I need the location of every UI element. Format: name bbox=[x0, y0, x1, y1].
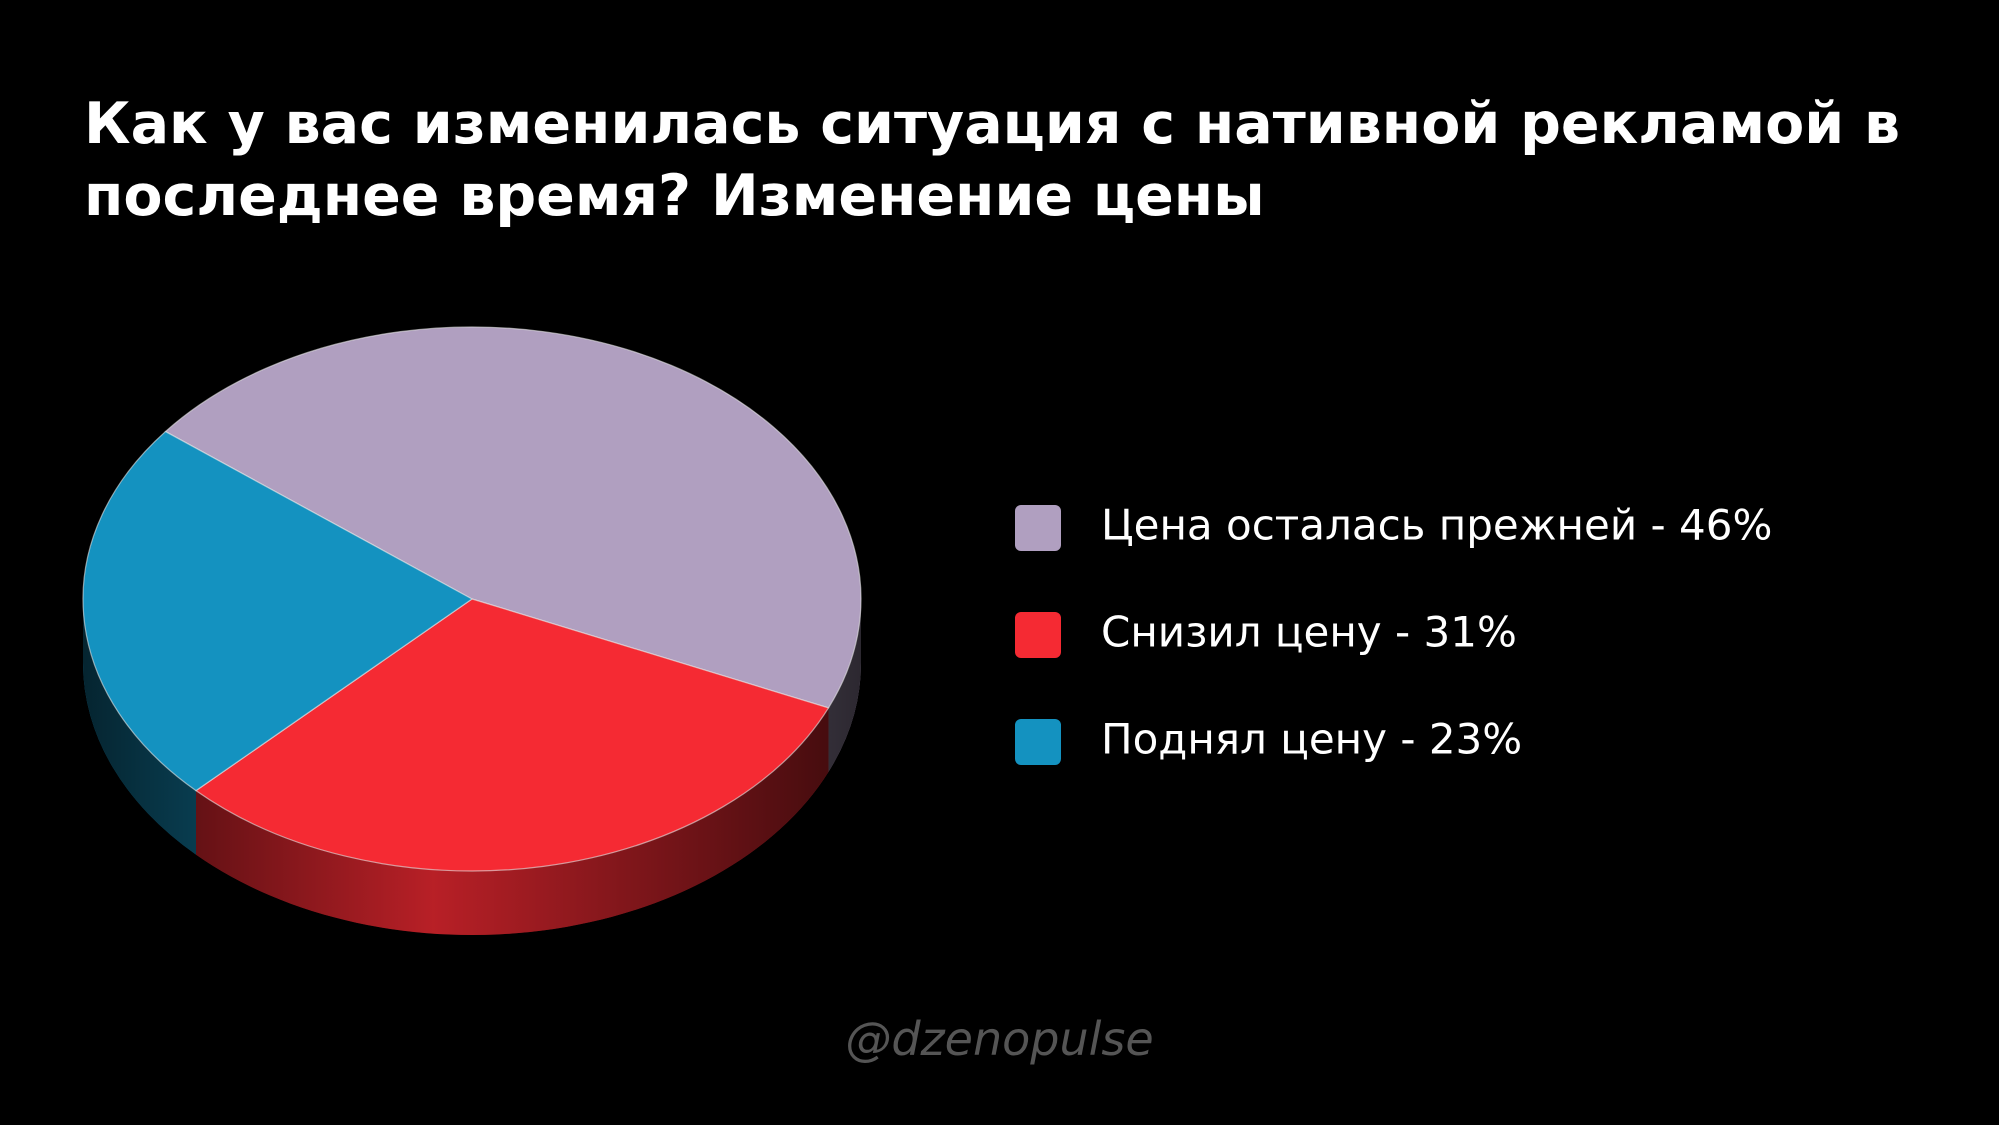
slice bbox=[194, 598, 830, 872]
slice-side-shade bbox=[83, 599, 196, 855]
legend-label: Поднял цену - 23% bbox=[1101, 715, 1522, 764]
slice-side-shade bbox=[828, 599, 861, 772]
watermark: @dzenopulse bbox=[845, 1012, 1154, 1066]
legend-label: Цена осталась прежней - 46% bbox=[1101, 501, 1772, 550]
legend-swatch bbox=[1015, 612, 1061, 658]
legend-swatch bbox=[1015, 505, 1061, 551]
legend-swatch bbox=[1015, 719, 1061, 765]
chart-title: Как у вас изменилась ситуация с нативной… bbox=[84, 91, 1901, 229]
slice bbox=[164, 326, 862, 709]
slice bbox=[82, 430, 474, 792]
legend-label: Снизил цену - 31% bbox=[1101, 608, 1517, 657]
slice-side-shade bbox=[195, 707, 829, 935]
